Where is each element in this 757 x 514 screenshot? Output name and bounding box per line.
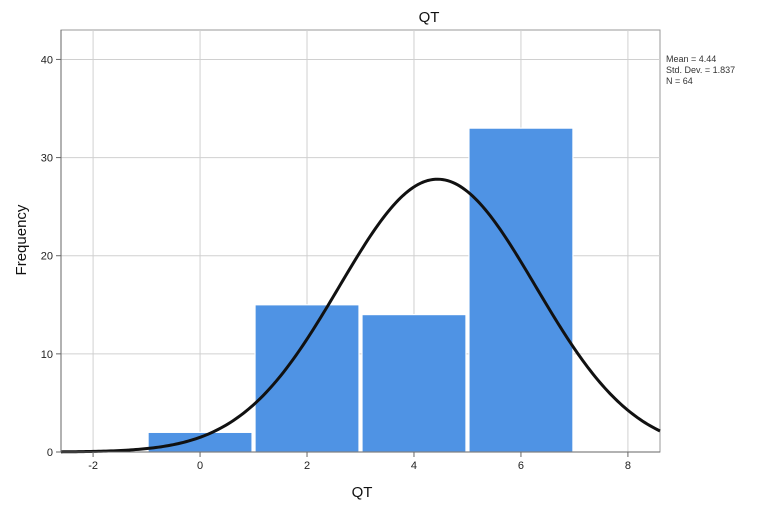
x-tick-label: 6 (518, 460, 524, 472)
histogram-bar (361, 314, 467, 453)
chart-title: QT (419, 9, 440, 26)
normal-curve-line (60, 177, 661, 454)
normal-curve (60, 177, 661, 454)
axes: -2 0 2 4 6 8 0 10 20 30 40 (41, 30, 660, 472)
x-tick-label: 8 (625, 460, 631, 472)
stats-mean: Mean = 4.44 (666, 54, 716, 64)
y-tick-label: 20 (41, 251, 53, 263)
y-tick-label: 0 (47, 447, 53, 459)
statistics-legend: Mean = 4.44 Std. Dev. = 1.837 N = 64 (666, 54, 735, 86)
y-tick-label: 40 (41, 54, 53, 66)
histogram-bar (147, 431, 253, 453)
histogram-bars (147, 127, 574, 453)
x-tick-label: -2 (88, 460, 98, 472)
stats-n: N = 64 (666, 76, 693, 86)
x-tick-label: 2 (304, 460, 310, 472)
x-tick-label: 0 (197, 460, 203, 472)
x-tick-label: 4 (411, 460, 417, 472)
x-axis-title: QT (352, 484, 373, 501)
histogram-bar (468, 127, 574, 453)
histogram-bar (254, 304, 360, 453)
stats-std-dev: Std. Dev. = 1.837 (666, 65, 735, 75)
y-axis-title: Frequency (13, 204, 30, 275)
y-tick-label: 10 (41, 349, 53, 361)
y-tick-label: 30 (41, 153, 53, 165)
